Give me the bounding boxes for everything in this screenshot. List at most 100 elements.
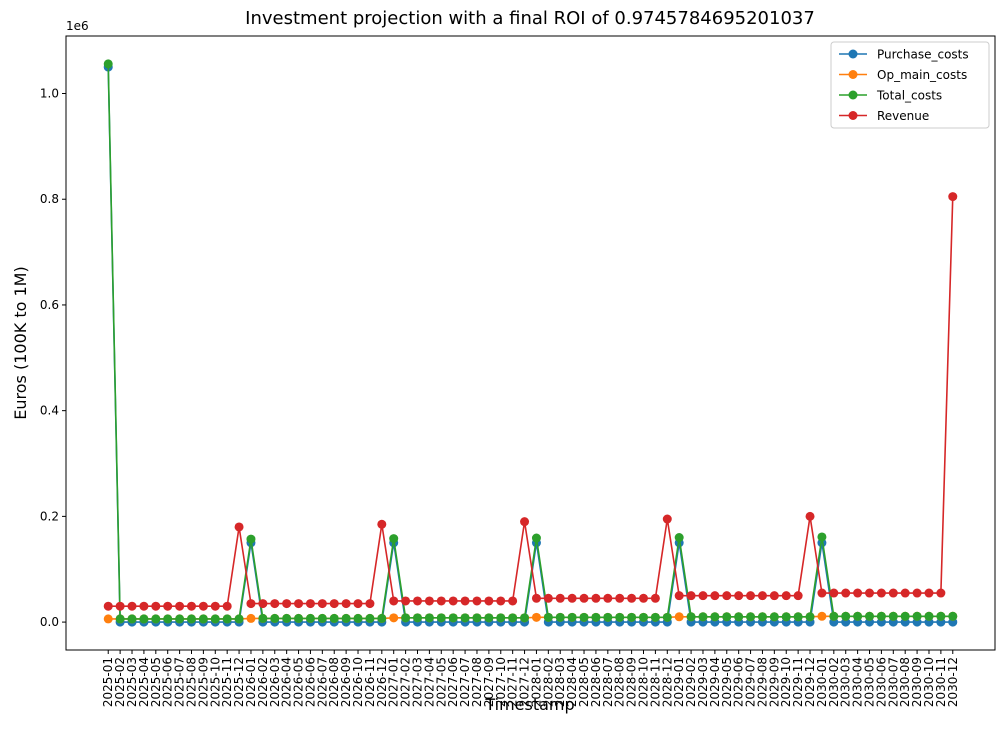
- data-point: [401, 613, 411, 623]
- plot-frame: [65, 35, 996, 651]
- x-tick-label: 2026-11: [363, 657, 377, 707]
- data-point: [948, 611, 958, 621]
- data-point: [781, 591, 791, 601]
- x-tick-label: 2025-05: [149, 657, 163, 707]
- x-tick-label: 2026-12: [375, 657, 389, 707]
- data-point: [757, 591, 767, 601]
- data-point: [769, 591, 779, 601]
- x-tick-label: 2027-07: [458, 657, 472, 707]
- x-tick-label: 2025-11: [220, 657, 234, 707]
- data-point: [294, 599, 304, 609]
- data-point: [543, 612, 553, 622]
- data-point: [674, 591, 684, 601]
- x-tick-label: 2027-01: [387, 657, 401, 707]
- data-point: [412, 613, 422, 623]
- data-point: [115, 601, 125, 611]
- data-point: [305, 613, 315, 623]
- data-point: [377, 613, 387, 623]
- data-point: [484, 613, 494, 623]
- data-point: [270, 599, 280, 609]
- data-point: [103, 59, 113, 69]
- x-tick-label: 2030-09: [910, 657, 924, 707]
- data-point: [186, 601, 196, 611]
- data-point: [448, 613, 458, 623]
- x-tick-label: 2026-08: [327, 657, 341, 707]
- data-point: [805, 511, 815, 521]
- data-point: [567, 612, 577, 622]
- data-point: [639, 593, 649, 603]
- data-point: [865, 588, 875, 598]
- data-point: [389, 596, 399, 606]
- data-point: [424, 596, 434, 606]
- y-offset-label: 1e6: [66, 19, 89, 33]
- x-tick-label: 2025-07: [173, 657, 187, 707]
- data-point: [555, 612, 565, 622]
- data-point: [317, 599, 327, 609]
- data-point: [329, 599, 339, 609]
- data-point: [389, 534, 399, 544]
- data-point: [139, 614, 149, 624]
- series-line: [108, 196, 954, 608]
- x-tick-label: 2029-12: [803, 657, 817, 707]
- x-tick-label: 2027-12: [518, 657, 532, 707]
- data-point: [175, 601, 185, 611]
- data-point: [924, 611, 934, 621]
- x-tick-label: 2029-01: [672, 657, 686, 707]
- legend-marker: [848, 111, 858, 120]
- data-point: [579, 593, 589, 603]
- x-tick-label: 2025-06: [161, 657, 175, 707]
- data-point: [472, 613, 482, 623]
- data-point: [793, 591, 803, 601]
- data-point: [543, 593, 553, 603]
- x-tick-label: 2025-04: [137, 657, 151, 707]
- legend-label: Revenue: [877, 109, 929, 123]
- data-point: [686, 591, 696, 601]
- x-tick-label: 2030-06: [874, 657, 888, 707]
- x-tick-label: 2029-04: [708, 657, 722, 707]
- data-point: [127, 601, 137, 611]
- data-point: [365, 613, 375, 623]
- series-line: [107, 63, 953, 620]
- x-tick-label: 2026-10: [351, 657, 365, 707]
- data-point: [757, 612, 767, 622]
- x-tick-label: 2029-08: [755, 657, 769, 707]
- data-point: [841, 588, 851, 598]
- x-tick-label: 2025-01: [101, 657, 115, 707]
- x-tick-label: 2029-11: [791, 657, 805, 707]
- data-point: [579, 612, 589, 622]
- data-point: [817, 588, 827, 598]
- data-point: [210, 601, 220, 611]
- data-point: [948, 192, 958, 202]
- x-tick-label: 2027-05: [434, 657, 448, 707]
- data-point: [734, 612, 744, 622]
- y-tick-label: 0.6: [40, 298, 59, 312]
- data-point: [662, 514, 672, 524]
- data-point: [746, 612, 756, 622]
- x-tick-label: 2026-07: [315, 657, 329, 707]
- data-point: [912, 588, 922, 598]
- data-point: [722, 612, 732, 622]
- data-point: [234, 614, 244, 624]
- data-point: [888, 588, 898, 598]
- data-point: [436, 613, 446, 623]
- data-point: [853, 588, 863, 598]
- data-point: [520, 613, 530, 623]
- data-point: [639, 612, 649, 622]
- data-point: [460, 596, 470, 606]
- x-tick-label: 2028-07: [601, 657, 615, 707]
- x-tick-label: 2028-06: [589, 657, 603, 707]
- data-point: [448, 596, 458, 606]
- data-point: [234, 522, 244, 532]
- data-point: [841, 611, 851, 621]
- x-tick-label: 2027-10: [494, 657, 508, 707]
- data-point: [282, 599, 292, 609]
- data-point: [555, 593, 565, 603]
- x-tick-label: 2030-02: [827, 657, 841, 707]
- y-tick-label: 0.4: [40, 404, 59, 418]
- data-point: [329, 613, 339, 623]
- data-point: [865, 611, 875, 621]
- data-point: [103, 614, 113, 624]
- data-point: [531, 612, 541, 622]
- data-point: [781, 612, 791, 622]
